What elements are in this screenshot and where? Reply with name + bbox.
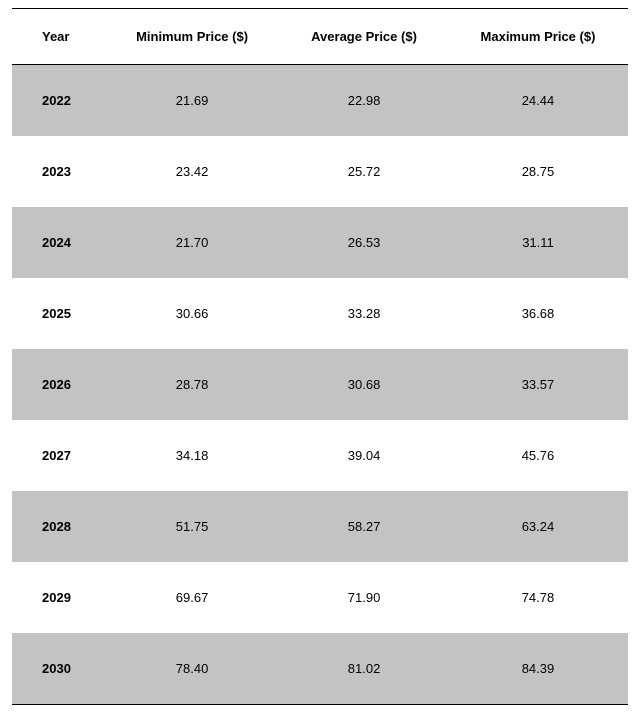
table-header-row: Year Minimum Price ($) Average Price ($)… [12,9,628,65]
cell-year: 2028 [12,491,104,562]
price-table: Year Minimum Price ($) Average Price ($)… [12,8,628,705]
cell-max: 63.24 [448,491,628,562]
table-row: 2025 30.66 33.28 36.68 [12,278,628,349]
cell-max: 45.76 [448,420,628,491]
cell-min: 28.78 [104,349,280,420]
table-row: 2027 34.18 39.04 45.76 [12,420,628,491]
cell-max: 74.78 [448,562,628,633]
table-row: 2024 21.70 26.53 31.11 [12,207,628,278]
cell-max: 84.39 [448,633,628,705]
cell-avg: 22.98 [280,65,448,137]
cell-avg: 25.72 [280,136,448,207]
table-row: 2022 21.69 22.98 24.44 [12,65,628,137]
table-body: 2022 21.69 22.98 24.44 2023 23.42 25.72 … [12,65,628,705]
table-row: 2028 51.75 58.27 63.24 [12,491,628,562]
cell-max: 31.11 [448,207,628,278]
cell-year: 2024 [12,207,104,278]
cell-avg: 71.90 [280,562,448,633]
col-header-year: Year [12,9,104,65]
cell-min: 21.69 [104,65,280,137]
cell-max: 24.44 [448,65,628,137]
cell-max: 36.68 [448,278,628,349]
col-header-max: Maximum Price ($) [448,9,628,65]
cell-min: 23.42 [104,136,280,207]
cell-avg: 39.04 [280,420,448,491]
table-row: 2030 78.40 81.02 84.39 [12,633,628,705]
table-row: 2023 23.42 25.72 28.75 [12,136,628,207]
cell-year: 2030 [12,633,104,705]
cell-avg: 81.02 [280,633,448,705]
cell-year: 2022 [12,65,104,137]
cell-year: 2029 [12,562,104,633]
cell-year: 2025 [12,278,104,349]
cell-min: 34.18 [104,420,280,491]
cell-avg: 58.27 [280,491,448,562]
cell-min: 51.75 [104,491,280,562]
cell-max: 33.57 [448,349,628,420]
table-row: 2026 28.78 30.68 33.57 [12,349,628,420]
cell-max: 28.75 [448,136,628,207]
cell-min: 78.40 [104,633,280,705]
cell-year: 2027 [12,420,104,491]
cell-year: 2023 [12,136,104,207]
col-header-avg: Average Price ($) [280,9,448,65]
cell-min: 69.67 [104,562,280,633]
cell-min: 21.70 [104,207,280,278]
table-row: 2029 69.67 71.90 74.78 [12,562,628,633]
cell-year: 2026 [12,349,104,420]
cell-avg: 30.68 [280,349,448,420]
cell-avg: 33.28 [280,278,448,349]
cell-min: 30.66 [104,278,280,349]
cell-avg: 26.53 [280,207,448,278]
col-header-min: Minimum Price ($) [104,9,280,65]
